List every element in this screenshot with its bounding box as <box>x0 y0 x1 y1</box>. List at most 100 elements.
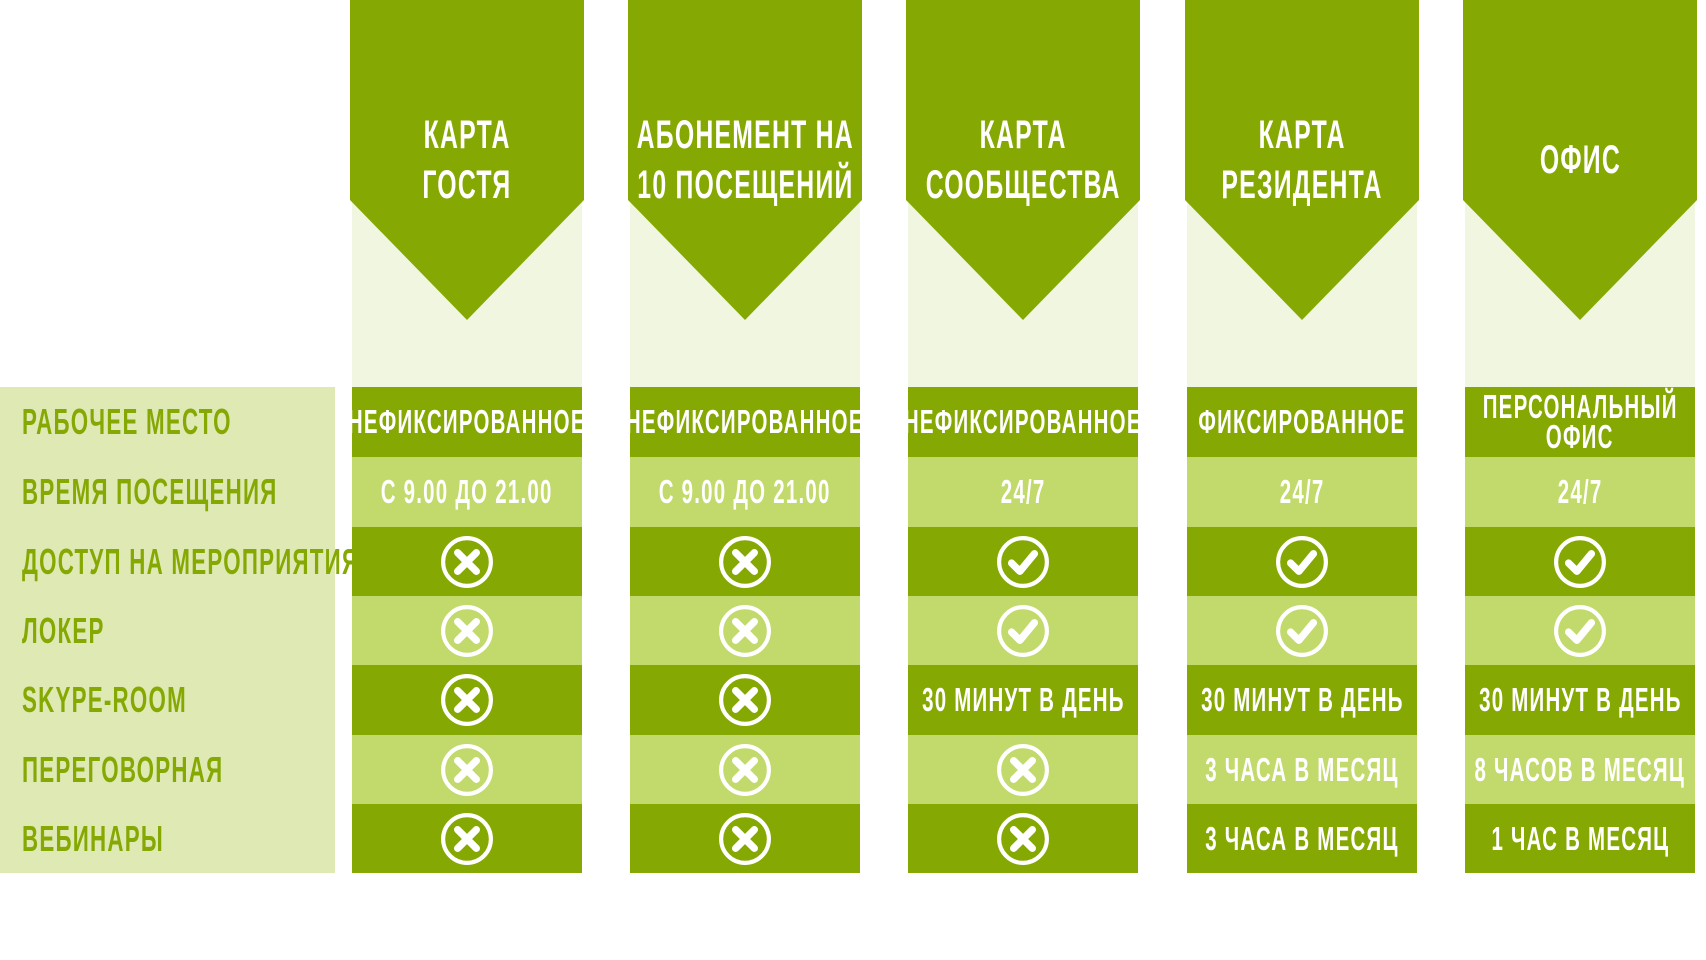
plan-column: КАРТА ГОСТЯ НЕФИКСИРОВАННОЕ С 9.00 ДО 21.00 <box>348 0 585 873</box>
row-label: ПЕРЕГОВОРНАЯ <box>22 735 347 804</box>
plan-cell: 3 ЧАСА В МЕСЯЦ <box>1187 735 1417 804</box>
row-label-text: ЛОКЕР <box>22 609 105 651</box>
plan-title: КАРТА СООБЩЕСТВА <box>906 105 1140 215</box>
plan-cell <box>352 527 582 596</box>
cell-value: 24/7 <box>1557 473 1603 510</box>
cell-value: 8 ЧАСОВ В МЕСЯЦ <box>1474 750 1686 788</box>
plan-cell: ПЕРСОНАЛЬНЫЙ ОФИС <box>1465 387 1695 457</box>
cell-value: 30 МИНУТ В ДЕНЬ <box>1478 681 1682 718</box>
plan-cell <box>630 527 860 596</box>
x-circle-icon <box>441 604 493 657</box>
cell-value: НЕФИКСИРОВАННОЕ <box>626 403 864 440</box>
row-label: ВЕБИНАРЫ <box>22 804 251 873</box>
plan-column: АБОНЕМЕНТ НА 10 ПОСЕЩЕНИЙ НЕФИКСИРОВАННОЕ С… <box>626 0 863 873</box>
plan-cell: НЕФИКСИРОВАННОЕ <box>904 387 1141 457</box>
plan-title-line: 10 ПОСЕЩЕНИЙ <box>636 163 854 207</box>
row-label: ВРЕМЯ ПОСЕЩЕНИЯ <box>22 457 434 526</box>
check-circle-icon <box>997 604 1049 657</box>
plan-title-line: РЕЗИДЕНТА <box>1221 163 1383 207</box>
plan-cell <box>630 804 860 873</box>
cell-value: 24/7 <box>1279 473 1325 510</box>
x-circle-icon <box>719 604 771 657</box>
plan-cell: 1 ЧАС В МЕСЯЦ <box>1465 804 1695 873</box>
plan-cell: С 9.00 ДО 21.00 <box>630 457 860 527</box>
row-label-text: РАБОЧЕЕ МЕСТО <box>22 400 232 442</box>
plan-title-line: ОФИС <box>1539 138 1621 182</box>
cell-value: НЕФИКСИРОВАННОЕ <box>904 403 1142 440</box>
plan-cell <box>1187 527 1417 596</box>
row-label-text: ВРЕМЯ ПОСЕЩЕНИЯ <box>22 470 278 512</box>
cell-value: 30 МИНУТ В ДЕНЬ <box>921 681 1125 718</box>
cell-value: ОФИС <box>1546 418 1614 455</box>
x-circle-icon <box>441 535 493 588</box>
chevron-banner <box>1185 0 1419 320</box>
x-circle-icon <box>719 743 771 796</box>
check-circle-icon <box>1276 535 1328 588</box>
row-label: ДОСТУП НА МЕРОПРИЯТИЯ <box>22 527 566 596</box>
cell-value: НЕФИКСИРОВАННОЕ <box>348 403 586 440</box>
row-label: РАБОЧЕЕ МЕСТО <box>22 387 360 456</box>
plan-cell <box>352 735 582 804</box>
plan-cell <box>1187 596 1417 665</box>
chevron-banner <box>628 0 862 320</box>
cell-value: 3 ЧАСА В МЕСЯЦ <box>1205 819 1399 857</box>
plan-cell: НЕФИКСИРОВАННОЕ <box>348 387 585 457</box>
plan-cell <box>1465 527 1695 596</box>
x-circle-icon <box>719 674 771 726</box>
plan-cell <box>352 665 582 735</box>
x-circle-icon <box>441 743 493 796</box>
plan-title: КАРТА ГОСТЯ <box>350 105 584 215</box>
plan-cell: 30 МИНУТ В ДЕНЬ <box>1465 665 1695 735</box>
check-circle-icon <box>1554 535 1606 588</box>
row-label-text: ДОСТУП НА МЕРОПРИЯТИЯ <box>22 540 360 582</box>
plan-cell: 3 ЧАСА В МЕСЯЦ <box>1187 804 1417 873</box>
plan-title-line: КАРТА <box>423 113 511 157</box>
plan-cell: 24/7 <box>908 457 1138 527</box>
plan-cell: 30 МИНУТ В ДЕНЬ <box>1187 665 1417 735</box>
plan-title: ОФИС <box>1463 105 1697 215</box>
plan-title-line: КАРТА <box>1258 113 1346 157</box>
chevron-banner <box>1463 0 1697 320</box>
plan-cell <box>630 665 860 735</box>
cell-value: 24/7 <box>1000 473 1046 510</box>
cell-value: 3 ЧАСА В МЕСЯЦ <box>1205 750 1399 788</box>
cell-value: ФИКСИРОВАННОЕ <box>1198 403 1406 440</box>
plan-cell: 8 ЧАСОВ В МЕСЯЦ <box>1465 735 1695 804</box>
row-label-text: ВЕБИНАРЫ <box>22 817 164 859</box>
plan-title-line: АБОНЕМЕНТ НА <box>636 113 854 157</box>
plan-title-line: КАРТА <box>979 113 1067 157</box>
x-circle-icon <box>997 743 1049 796</box>
plan-cell <box>352 596 582 665</box>
x-circle-icon <box>441 812 493 865</box>
check-circle-icon <box>997 535 1049 588</box>
row-label-text: SKYPE-ROOM <box>22 678 187 720</box>
plan-title: АБОНЕМЕНТ НА 10 ПОСЕЩЕНИЙ <box>628 105 862 215</box>
plan-cell <box>908 804 1138 873</box>
cell-value: ПЕРСОНАЛЬНЫЙ <box>1482 388 1678 425</box>
check-circle-icon <box>1554 604 1606 657</box>
cell-value: С 9.00 ДО 21.00 <box>659 473 831 510</box>
plan-cell: 24/7 <box>1187 457 1417 527</box>
cell-value: С 9.00 ДО 21.00 <box>381 473 553 510</box>
x-circle-icon <box>719 812 771 865</box>
chevron-banner <box>906 0 1140 320</box>
plan-cell <box>908 527 1138 596</box>
plan-cell: С 9.00 ДО 21.00 <box>352 457 582 527</box>
row-label: SKYPE-ROOM <box>22 665 288 734</box>
plan-cell: НЕФИКСИРОВАННОЕ <box>626 387 863 457</box>
x-circle-icon <box>441 674 493 726</box>
check-circle-icon <box>1276 604 1328 657</box>
plan-title-line: ГОСТЯ <box>422 163 512 207</box>
plan-cell <box>352 804 582 873</box>
plan-cell: 30 МИНУТ В ДЕНЬ <box>908 665 1138 735</box>
chevron-banner <box>350 0 584 320</box>
cell-value: 30 МИНУТ В ДЕНЬ <box>1200 681 1404 718</box>
x-circle-icon <box>997 812 1049 865</box>
plan-column: ОФИС ПЕРСОНАЛЬНЫЙ ОФИС 24/7 30 МИНУТ В ДЕНЬ 8… <box>1463 0 1697 873</box>
plan-cell: ФИКСИРОВАННОЕ <box>1187 387 1417 457</box>
cell-value: 1 ЧАС В МЕСЯЦ <box>1491 819 1669 857</box>
row-label-text: ПЕРЕГОВОРНАЯ <box>22 748 224 790</box>
plan-column: КАРТА РЕЗИДЕНТА ФИКСИРОВАННОЕ 24/7 30 МИНУТ … <box>1185 0 1419 873</box>
plan-cell <box>630 735 860 804</box>
plan-cell <box>908 596 1138 665</box>
